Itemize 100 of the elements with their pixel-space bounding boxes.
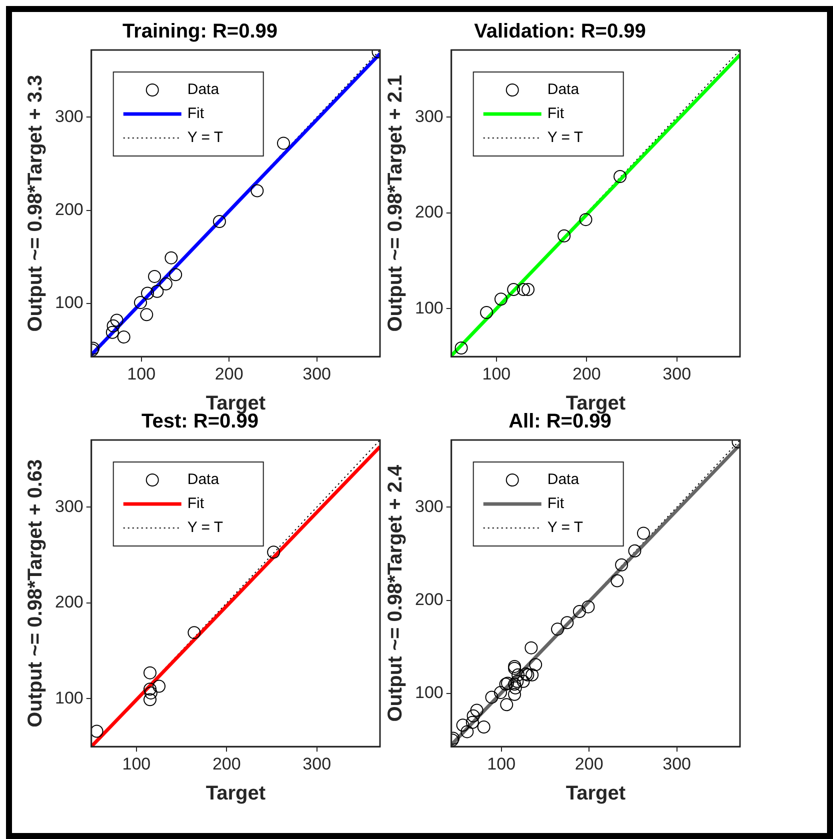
point [144, 686, 158, 700]
point [512, 668, 525, 682]
legend-label: Data [547, 471, 580, 488]
point [610, 574, 624, 588]
legend-label: Y = T [547, 129, 584, 146]
point [148, 270, 162, 283]
point [106, 319, 120, 332]
y-tick-label: 300 [54, 496, 84, 516]
legend-label: Fit [547, 105, 565, 122]
point [558, 229, 571, 242]
point [152, 680, 166, 693]
point [110, 314, 124, 327]
legend-label: Fit [187, 495, 205, 512]
point [143, 682, 156, 696]
point [522, 283, 535, 296]
y-axis-title: Output ~= 0.98*Target + 0.63 [24, 459, 47, 728]
point [267, 546, 280, 559]
point [579, 213, 592, 226]
point [470, 704, 484, 717]
y-tick-label: 100 [54, 293, 84, 312]
y-tick-label: 100 [414, 298, 444, 318]
chart-title: Validation: R=0.99 [474, 20, 646, 43]
point [117, 330, 130, 344]
legend-label: Y = T [187, 129, 224, 146]
legend-label: Y = T [187, 519, 224, 536]
point [143, 693, 156, 706]
legend-label: Data [187, 81, 220, 98]
point [466, 716, 479, 729]
point [516, 674, 530, 688]
point [508, 678, 522, 691]
point [212, 214, 226, 228]
point [551, 622, 564, 636]
legend-label: Data [187, 471, 220, 488]
y-tick-label: 200 [414, 202, 444, 222]
point [250, 184, 264, 198]
chart-title: Training: R=0.99 [122, 20, 278, 43]
x-axis-title: Target [206, 782, 266, 805]
legend-label: Data [547, 81, 580, 98]
point [454, 341, 468, 354]
point [508, 681, 522, 694]
point [517, 283, 530, 296]
point [169, 268, 182, 282]
y-axis-title: Output ~= 0.98*Target + 2.1 [384, 74, 407, 332]
point [582, 600, 595, 614]
y-tick-label: 300 [414, 106, 444, 126]
x-tick-label: 200 [214, 364, 244, 384]
point [526, 668, 539, 682]
legend-label: Y = T [547, 519, 584, 536]
point [477, 720, 490, 734]
point [276, 136, 290, 150]
x-tick-label: 200 [212, 754, 241, 774]
x-tick-label: 100 [482, 364, 511, 384]
x-tick-label: 100 [122, 754, 151, 774]
point [134, 296, 147, 310]
x-tick-label: 100 [487, 754, 516, 774]
point [159, 277, 172, 290]
x-tick-label: 100 [127, 364, 156, 384]
y-tick-label: 200 [414, 590, 444, 609]
legend-label: Fit [187, 105, 205, 122]
point [91, 724, 104, 738]
y-tick-label: 100 [414, 683, 444, 702]
x-axis-title: Target [566, 392, 626, 415]
point [507, 283, 520, 296]
point [480, 306, 494, 320]
y-tick-label: 200 [54, 200, 84, 219]
point [500, 698, 514, 712]
y-axis-title: Output ~= 0.98*Target + 3.3 [24, 74, 47, 332]
y-tick-label: 200 [54, 592, 84, 612]
point [614, 170, 627, 183]
legend-label: Fit [547, 495, 565, 512]
point [188, 626, 201, 640]
point [572, 604, 586, 618]
y-axis-title: Output ~= 0.98*Target + 2.4 [384, 464, 407, 722]
x-tick-label: 300 [662, 364, 692, 384]
x-tick-label: 300 [302, 364, 332, 384]
point [560, 616, 574, 630]
point [636, 526, 650, 540]
x-tick-label: 200 [574, 754, 604, 774]
y-tick-label: 300 [414, 496, 444, 516]
point [456, 718, 470, 732]
point [106, 326, 119, 339]
point [150, 284, 164, 298]
point [494, 686, 507, 700]
point [494, 292, 508, 306]
x-axis-title: Target [206, 392, 266, 415]
x-tick-label: 300 [302, 754, 332, 774]
point [140, 308, 154, 322]
point [466, 709, 480, 722]
point [460, 725, 474, 738]
point [510, 674, 524, 688]
point [485, 690, 498, 704]
x-axis-title: Target [566, 782, 626, 805]
point [524, 641, 538, 654]
point [164, 251, 178, 264]
point [615, 558, 628, 572]
point [143, 666, 156, 680]
y-tick-label: 300 [54, 106, 84, 126]
point [141, 286, 154, 300]
point [508, 688, 522, 701]
y-tick-label: 100 [54, 688, 84, 708]
